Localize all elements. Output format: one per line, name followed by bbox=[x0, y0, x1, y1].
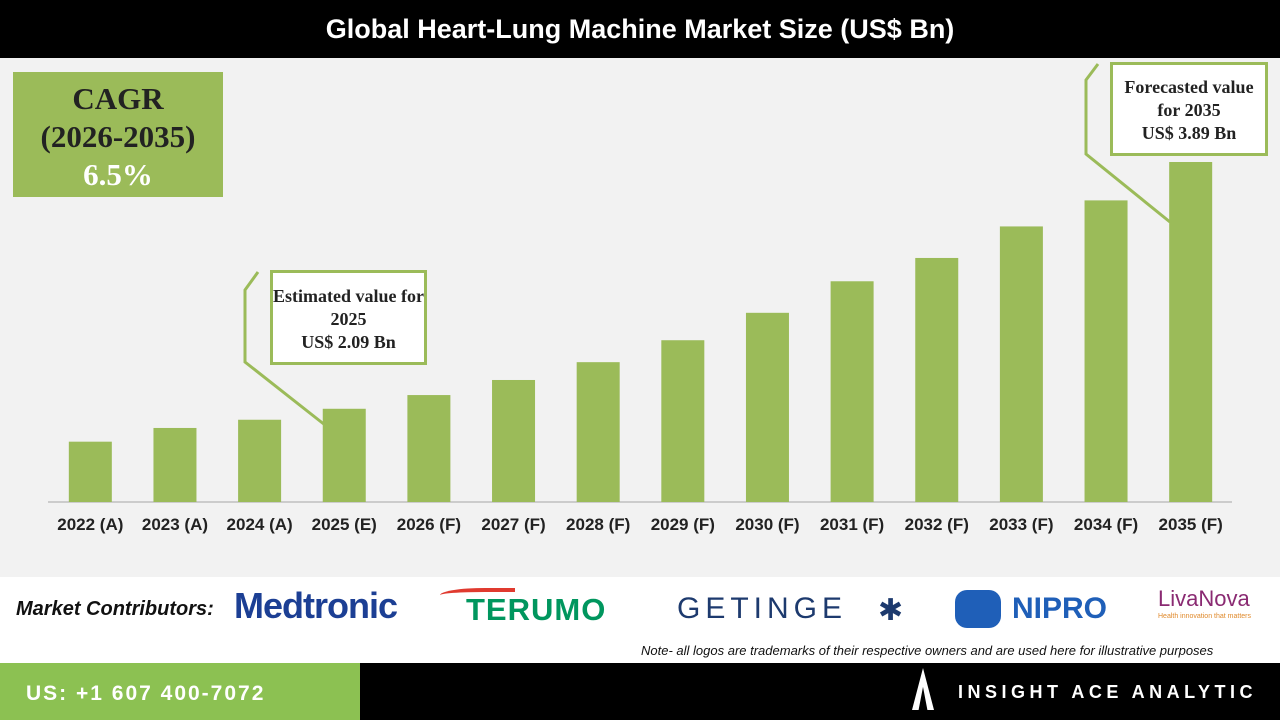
bar bbox=[576, 362, 620, 502]
x-tick-label: 2034 (F) bbox=[1074, 515, 1138, 534]
cagr-label: CAGR bbox=[72, 81, 164, 116]
x-tick-label: 2031 (F) bbox=[820, 515, 884, 534]
note: Note- all logos are trademarks of their … bbox=[641, 643, 1214, 658]
x-tick-label: 2027 (F) bbox=[481, 515, 545, 534]
logo-icon bbox=[955, 590, 1001, 628]
bar bbox=[999, 226, 1043, 502]
x-tick-label: 2028 (F) bbox=[566, 515, 630, 534]
bar bbox=[745, 312, 789, 502]
bar bbox=[661, 340, 705, 502]
bar bbox=[407, 395, 451, 502]
logo: NIPRO bbox=[1012, 592, 1108, 625]
bar bbox=[1084, 200, 1128, 503]
logo-tagline: Health innovation that matters bbox=[1158, 613, 1251, 620]
footer-bar bbox=[360, 663, 1280, 720]
annotation: Forecasted value for 2035 US$ 3.89 Bn bbox=[1110, 62, 1268, 156]
bar bbox=[238, 419, 282, 502]
bar bbox=[915, 257, 959, 502]
annotation-text: Estimated value for 2025 bbox=[273, 286, 424, 329]
x-tick-label: 2023 (A) bbox=[142, 515, 208, 534]
logo: Medtronic bbox=[234, 585, 398, 626]
phone: US: +1 607 400-7072 bbox=[0, 663, 360, 720]
x-tick-label: 2022 (A) bbox=[57, 515, 123, 534]
x-tick-label: 2025 (E) bbox=[312, 515, 377, 534]
callout-pointer bbox=[1084, 63, 1171, 224]
x-tick-label: 2033 (F) bbox=[989, 515, 1053, 534]
x-tick-label: 2026 (F) bbox=[397, 515, 461, 534]
logo: LivaNova bbox=[1158, 586, 1250, 611]
annotation: Estimated value for 2025 US$ 2.09 Bn bbox=[270, 270, 427, 365]
callout-pointer bbox=[243, 271, 326, 427]
bar bbox=[153, 427, 197, 502]
annotation-value: US$ 2.09 Bn bbox=[301, 332, 396, 352]
x-tick-label: 2035 (F) bbox=[1159, 515, 1223, 534]
cagr-value: 6.5% bbox=[83, 157, 153, 192]
x-tick-label: 2032 (F) bbox=[905, 515, 969, 534]
annotation-text: Forecasted value for 2035 bbox=[1124, 77, 1254, 120]
bar bbox=[492, 379, 536, 502]
logo-icon: ✱ bbox=[878, 594, 904, 627]
logo: GETINGE bbox=[677, 592, 848, 625]
x-tick-label: 2029 (F) bbox=[651, 515, 715, 534]
annotation-value: US$ 3.89 Bn bbox=[1141, 123, 1237, 143]
cagr-period: (2026-2035) bbox=[40, 119, 196, 154]
contributors-label: Market Contributors: bbox=[16, 598, 214, 620]
chart-title: Global Heart-Lung Machine Market Size (U… bbox=[0, 0, 1280, 58]
cagr-box: CAGR (2026-2035) 6.5% bbox=[13, 72, 223, 197]
brand: INSIGHT ACE ANALYTIC bbox=[958, 682, 1258, 702]
logo-swoosh bbox=[440, 588, 515, 600]
bar bbox=[830, 281, 874, 502]
x-tick-label: 2024 (A) bbox=[227, 515, 293, 534]
bar bbox=[322, 408, 366, 502]
x-tick-label: 2030 (F) bbox=[735, 515, 799, 534]
bar bbox=[1169, 162, 1213, 502]
bar bbox=[68, 441, 112, 502]
